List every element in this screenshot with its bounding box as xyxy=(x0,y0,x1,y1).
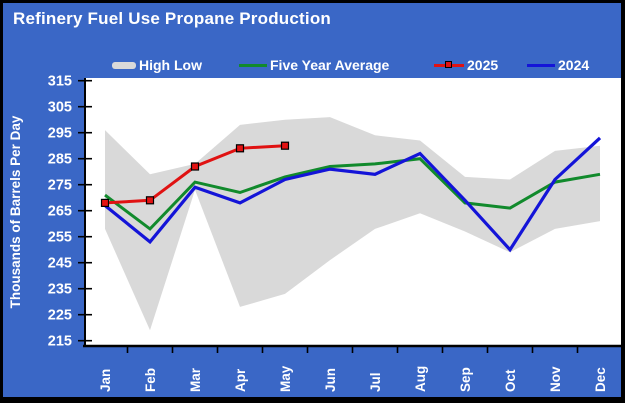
legend-label-2024: 2024 xyxy=(558,57,590,73)
y-tick-label: 235 xyxy=(48,282,72,298)
legend-item-high-low: High Low xyxy=(112,56,202,74)
legend-label-2025: 2025 xyxy=(467,57,499,73)
x-axis-month-label: May xyxy=(278,365,293,392)
high-low-band-area xyxy=(105,117,600,331)
legend-item-2025: 2025 xyxy=(434,56,498,74)
x-axis-month-label: Jan xyxy=(98,369,113,392)
y-tick-label: 295 xyxy=(48,126,72,142)
series-2025-marker xyxy=(280,141,290,150)
legend-item-five-year-average: Five Year Average xyxy=(239,56,389,74)
series-2025-marker xyxy=(100,198,110,207)
series-2025-marker xyxy=(235,144,245,153)
legend-item-2024: 2024 xyxy=(527,56,589,74)
legend-label-five-year-average: Five Year Average xyxy=(270,57,390,73)
plot-area: 315 305 295 285 275 265 255 245 235 225 215 Jan Feb M… xyxy=(8,74,621,392)
series-2025-marker xyxy=(190,162,200,171)
x-axis-month-label: Jun xyxy=(323,368,338,392)
x-axis-month-label: Nov xyxy=(548,366,563,392)
y-tick-label: 255 xyxy=(48,230,72,246)
five-year-average-line-icon xyxy=(239,63,267,67)
high-low-swatch-icon xyxy=(112,61,136,69)
x-axis-month-label: Apr xyxy=(233,368,248,392)
y-tick-label: 275 xyxy=(48,178,72,194)
square-marker-icon xyxy=(445,60,452,68)
legend-label-high-low: High Low xyxy=(139,57,202,73)
x-axis-month-label: Feb xyxy=(143,368,158,392)
series-2024-line-icon xyxy=(527,63,555,67)
series-2025-marker xyxy=(145,196,155,205)
y-tick-label: 225 xyxy=(48,308,72,324)
series-2024-line xyxy=(103,136,602,253)
y-tick-label: 285 xyxy=(48,152,72,168)
y-tick-label: 245 xyxy=(48,256,72,272)
y-tick-label: 315 xyxy=(48,74,72,90)
series-2025-line-marker-icon xyxy=(434,60,464,68)
x-axis-month-label: Aug xyxy=(413,366,428,392)
y-tick-label: 215 xyxy=(48,334,72,350)
five-year-average-line xyxy=(104,157,601,231)
x-axis-month-label: Oct xyxy=(503,369,518,392)
y-axis-title: Thousands of Barrels Per Day xyxy=(8,115,23,308)
x-axis-month-label: Sep xyxy=(458,367,473,392)
x-axis-month-label: Dec xyxy=(593,367,608,392)
x-axis-month-label: Mar xyxy=(188,367,203,392)
y-tick-label: 305 xyxy=(48,100,72,116)
chart-title: Refinery Fuel Use Propane Production xyxy=(13,9,331,28)
x-axis-month-label: Jul xyxy=(368,372,383,392)
y-tick-label: 265 xyxy=(48,204,72,220)
